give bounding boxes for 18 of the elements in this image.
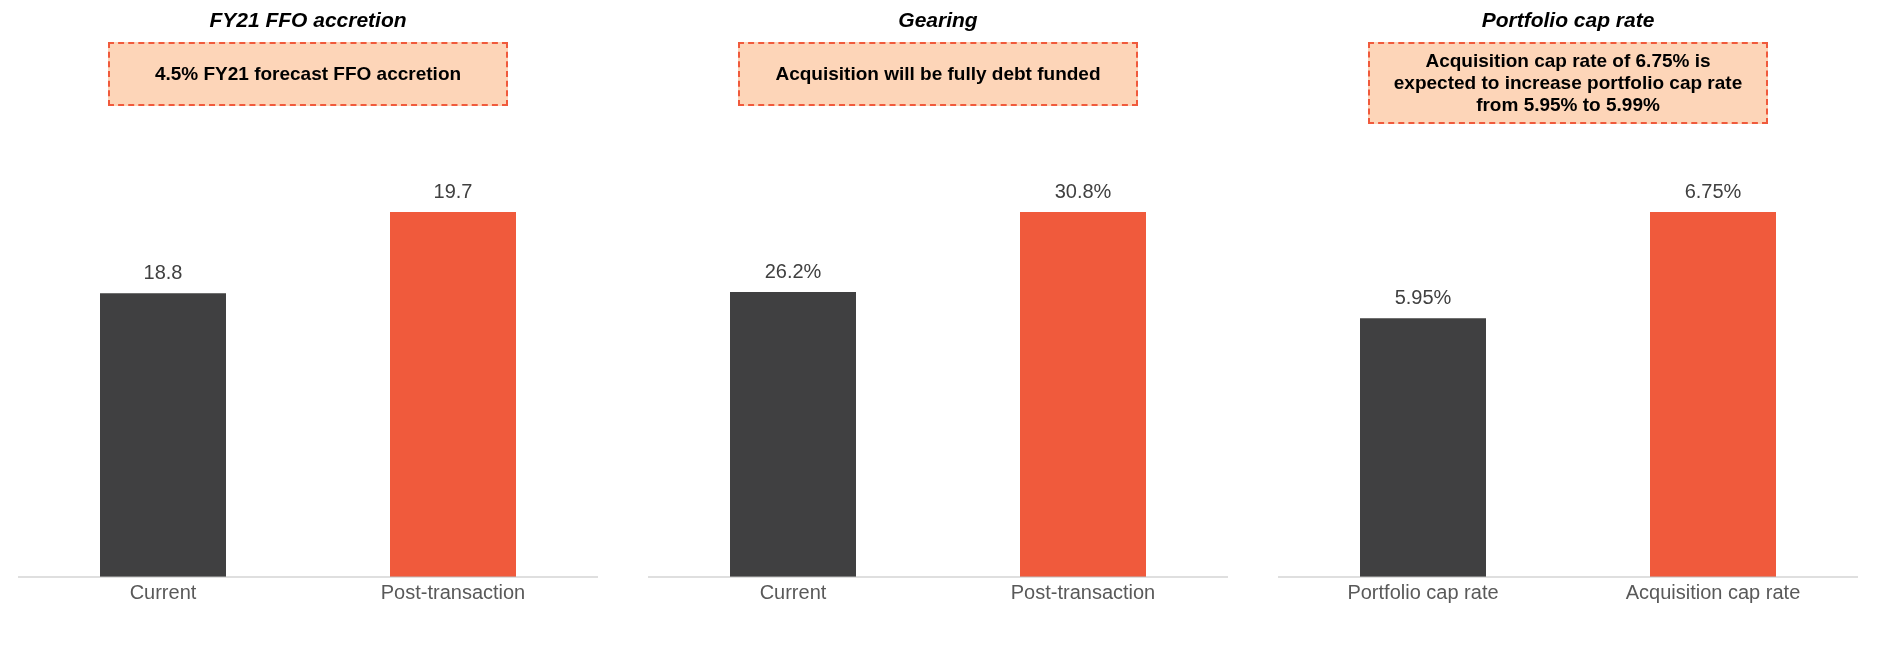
x-tick-label: Portfolio cap rate	[1347, 581, 1499, 604]
chart-title: Gearing	[898, 8, 978, 31]
data-label: 18.8	[143, 261, 183, 284]
x-tick-label: Current	[759, 581, 827, 604]
x-tick-label: Current	[129, 581, 197, 604]
x-tick-label: Post-transaction	[1010, 581, 1156, 604]
data-label: 19.7	[433, 180, 473, 202]
data-label: 30.8%	[1054, 180, 1112, 202]
x-tick-label: Post-transaction	[380, 581, 526, 604]
data-label: 26.2%	[764, 259, 822, 282]
text: Acquisition will be fully debt funded	[775, 63, 1101, 85]
x-tick-label: Acquisition cap rate	[1625, 581, 1801, 604]
text: 4.5% FY21 forecast FFO accretion	[154, 63, 462, 85]
data-label: 6.75%	[1684, 180, 1742, 202]
data-label: 5.95%	[1394, 286, 1452, 309]
chart-title: Portfolio cap rate	[1481, 8, 1655, 31]
text: Acquisition cap rate of 6.75% is expected to increase portfolio cap rate from 5.95% to 5.99%	[1392, 50, 1744, 116]
chart-title: FY21 FFO accretion	[209, 8, 407, 31]
